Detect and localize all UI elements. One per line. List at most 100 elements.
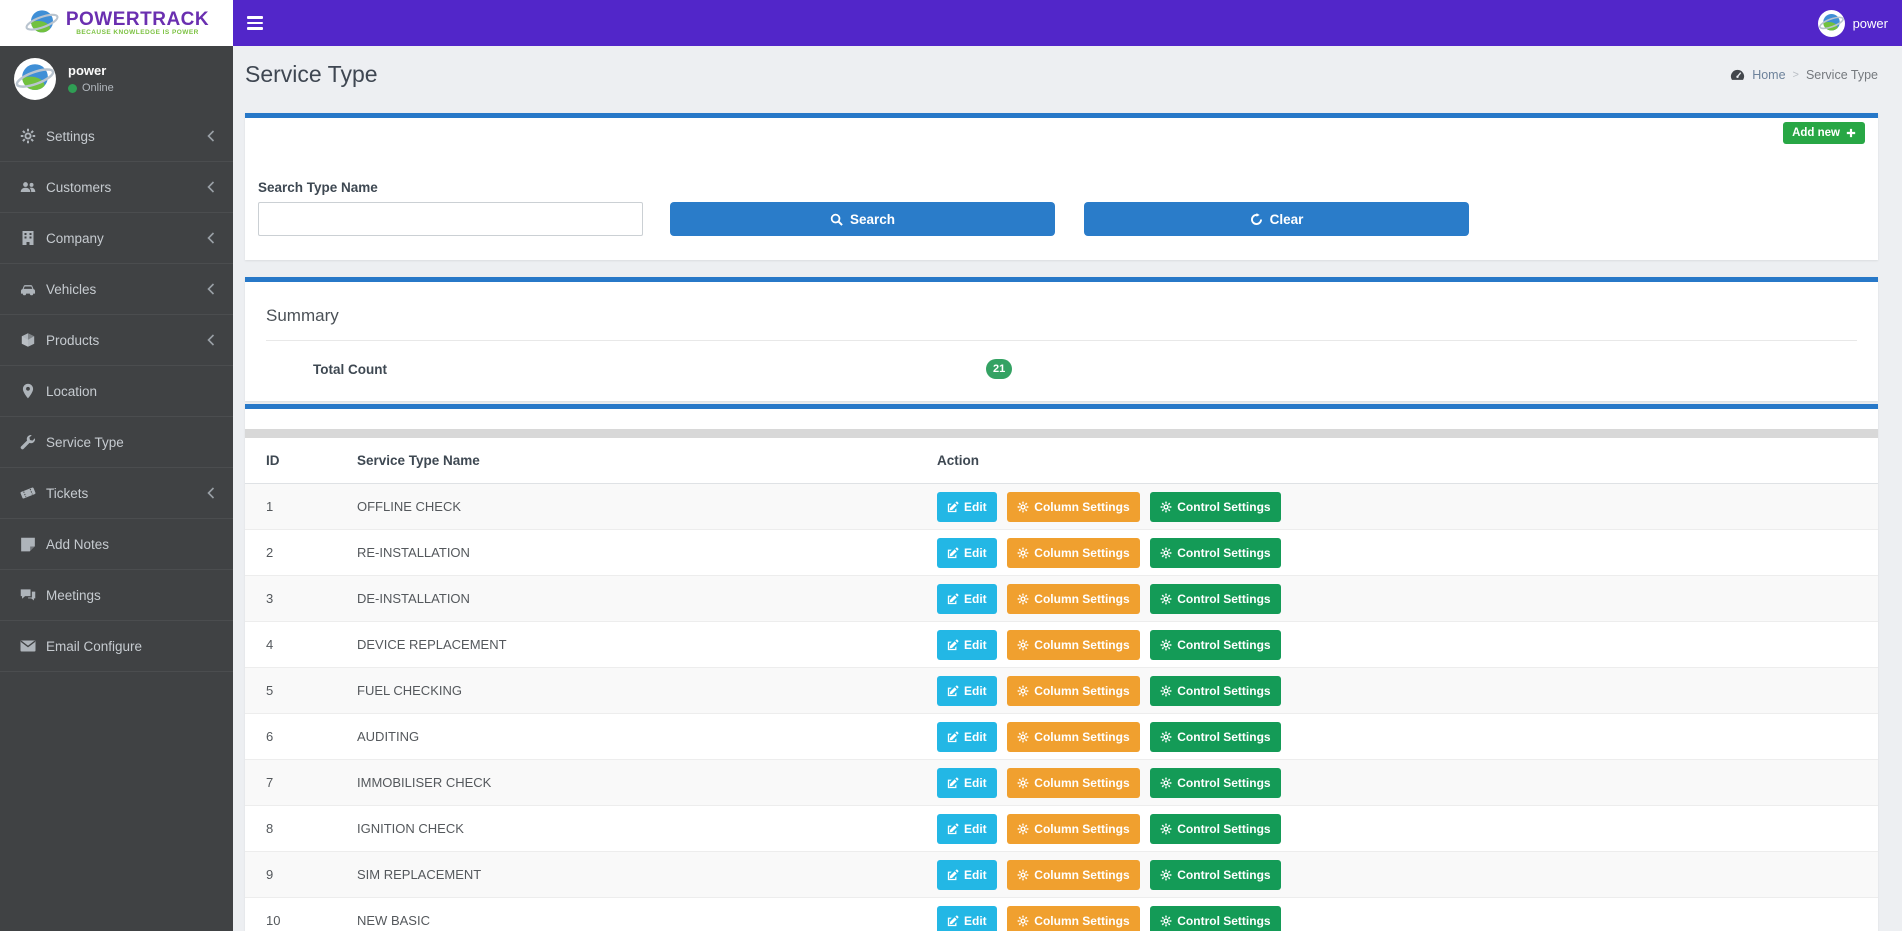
chevron-left-icon: [207, 181, 215, 193]
sidebar-item-add-notes[interactable]: Add Notes: [0, 519, 233, 570]
control-settings-label: Control Settings: [1177, 545, 1271, 560]
sidebar-item-email-configure[interactable]: Email Configure: [0, 621, 233, 672]
sidebar-item-label: Company: [46, 230, 104, 246]
cell-action: Edit Column Settings Control Settings: [916, 805, 1878, 852]
edit-button[interactable]: Edit: [937, 675, 997, 706]
sidebar-item-products[interactable]: Products: [0, 315, 233, 366]
gear-icon: [1160, 639, 1172, 651]
cube-icon: [18, 332, 38, 348]
breadcrumb-home-link[interactable]: Home: [1752, 67, 1786, 82]
column-settings-button[interactable]: Column Settings: [1007, 675, 1140, 706]
gear-icon: [1160, 593, 1172, 605]
gear-icon: [1017, 685, 1029, 697]
sidebar-item-settings[interactable]: Settings: [0, 111, 233, 162]
column-settings-button[interactable]: Column Settings: [1007, 721, 1140, 752]
control-settings-button[interactable]: Control Settings: [1150, 583, 1281, 614]
gear-icon: [1017, 731, 1029, 743]
column-settings-button[interactable]: Column Settings: [1007, 583, 1140, 614]
column-settings-button[interactable]: Column Settings: [1007, 537, 1140, 568]
edit-button[interactable]: Edit: [937, 721, 997, 752]
edit-button[interactable]: Edit: [937, 859, 997, 890]
column-settings-button[interactable]: Column Settings: [1007, 905, 1140, 931]
sidebar-item-vehicles[interactable]: Vehicles: [0, 264, 233, 315]
gear-icon: [1017, 593, 1029, 605]
edit-icon: [947, 731, 959, 743]
control-settings-button[interactable]: Control Settings: [1150, 905, 1281, 931]
control-settings-button[interactable]: Control Settings: [1150, 859, 1281, 890]
edit-button[interactable]: Edit: [937, 629, 997, 660]
control-settings-label: Control Settings: [1177, 775, 1271, 790]
chevron-left-icon: [207, 130, 215, 142]
sidebar-item-service-type[interactable]: Service Type: [0, 417, 233, 468]
topbar-avatar: [1817, 9, 1845, 37]
edit-button[interactable]: Edit: [937, 583, 997, 614]
service-type-table: ID Service Type Name Action 1 OFFLINE CH…: [245, 438, 1878, 931]
sidebar-item-location[interactable]: Location: [0, 366, 233, 417]
edit-button[interactable]: Edit: [937, 491, 997, 522]
cell-action: Edit Column Settings Control Settings: [916, 851, 1878, 898]
user-status-label: Online: [82, 82, 114, 94]
edit-button[interactable]: Edit: [937, 537, 997, 568]
gear-icon: [1017, 547, 1029, 559]
gear-icon: [1017, 915, 1029, 927]
control-settings-label: Control Settings: [1177, 913, 1271, 928]
cell-id: 4: [245, 621, 336, 668]
control-settings-button[interactable]: Control Settings: [1150, 537, 1281, 568]
topbar-user-menu[interactable]: power: [1817, 9, 1888, 37]
sidebar-item-meetings[interactable]: Meetings: [0, 570, 233, 621]
search-type-name-input[interactable]: [258, 202, 643, 236]
sidebar-item-customers[interactable]: Customers: [0, 162, 233, 213]
page-title: Service Type: [245, 61, 378, 87]
control-settings-button[interactable]: Control Settings: [1150, 629, 1281, 660]
add-new-button[interactable]: Add new: [1783, 122, 1865, 144]
page-header: Service Type Home > Service Type: [233, 46, 1902, 103]
control-settings-button[interactable]: Control Settings: [1150, 675, 1281, 706]
hamburger-menu-button[interactable]: [247, 13, 271, 33]
divider: [266, 340, 1857, 341]
control-settings-label: Control Settings: [1177, 591, 1271, 606]
edit-button[interactable]: Edit: [937, 813, 997, 844]
search-button[interactable]: Search: [670, 202, 1055, 236]
horizontal-scrollbar[interactable]: [245, 429, 1878, 438]
breadcrumb: Home > Service Type: [1730, 68, 1878, 82]
left-column: POWERTRACK BECAUSE KNOWLEDGE IS POWER po…: [0, 0, 233, 931]
table-row: 8 IGNITION CHECK Edit Column: [245, 805, 1878, 852]
plus-icon: [1846, 128, 1856, 138]
edit-icon: [947, 685, 959, 697]
edit-button-label: Edit: [964, 545, 987, 560]
column-settings-button[interactable]: Column Settings: [1007, 813, 1140, 844]
chevron-left-icon: [207, 334, 215, 346]
edit-button-label: Edit: [964, 499, 987, 514]
edit-button-label: Edit: [964, 913, 987, 928]
sidebar-item-tickets[interactable]: Tickets: [0, 468, 233, 519]
column-settings-button[interactable]: Column Settings: [1007, 491, 1140, 522]
control-settings-button[interactable]: Control Settings: [1150, 491, 1281, 522]
clear-button[interactable]: Clear: [1084, 202, 1469, 236]
gear-icon: [1017, 777, 1029, 789]
cell-service-type-name: DE-INSTALLATION: [336, 575, 916, 622]
column-settings-button[interactable]: Column Settings: [1007, 859, 1140, 890]
control-settings-button[interactable]: Control Settings: [1150, 813, 1281, 844]
control-settings-button[interactable]: Control Settings: [1150, 767, 1281, 798]
gear-icon: [1017, 639, 1029, 651]
column-settings-label: Column Settings: [1034, 913, 1130, 928]
edit-button[interactable]: Edit: [937, 767, 997, 798]
column-settings-button[interactable]: Column Settings: [1007, 767, 1140, 798]
edit-button-label: Edit: [964, 775, 987, 790]
col-header-action: Action: [916, 438, 1878, 484]
table-panel: ID Service Type Name Action 1 OFFLINE CH…: [245, 404, 1878, 931]
online-dot-icon: [68, 83, 77, 93]
column-settings-label: Column Settings: [1034, 591, 1130, 606]
sidebar-item-label: Customers: [46, 179, 112, 195]
gear-icon: [1160, 547, 1172, 559]
brand-logo[interactable]: POWERTRACK BECAUSE KNOWLEDGE IS POWER: [0, 0, 233, 46]
column-settings-button[interactable]: Column Settings: [1007, 629, 1140, 660]
sidebar-item-company[interactable]: Company: [0, 213, 233, 264]
envelope-icon: [18, 638, 38, 654]
table-header: ID Service Type Name Action: [245, 438, 1878, 484]
cell-service-type-name: SIM REPLACEMENT: [336, 851, 916, 898]
control-settings-button[interactable]: Control Settings: [1150, 721, 1281, 752]
edit-button[interactable]: Edit: [937, 905, 997, 931]
edit-button-label: Edit: [964, 637, 987, 652]
edit-icon: [947, 915, 959, 927]
